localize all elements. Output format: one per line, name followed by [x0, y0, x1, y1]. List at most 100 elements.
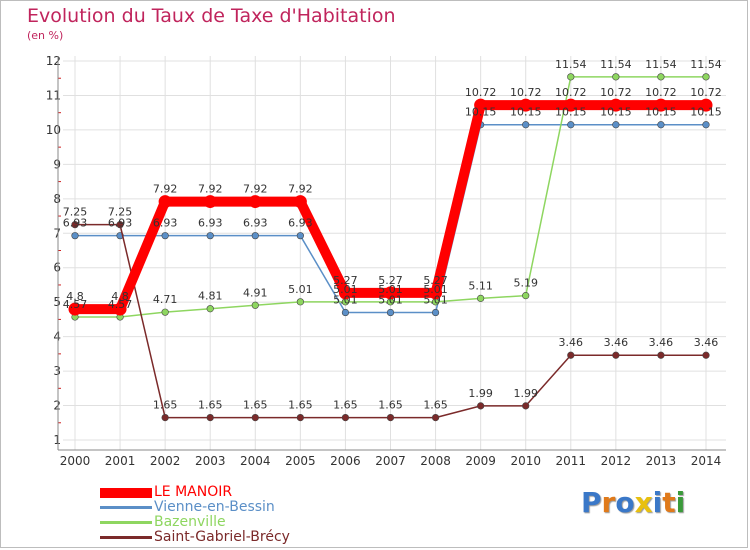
data-label-le-manoir: 10.72: [555, 86, 587, 99]
y-tick-label: 2: [53, 399, 61, 413]
legend-item-le-manoir: LE MANOIR: [100, 484, 360, 500]
legend-item-vienne-en-bessin: Vienne-en-Bessin: [100, 499, 360, 515]
data-point-vienne-en-bessin: [251, 232, 259, 240]
data-point-vienne-en-bessin: [657, 121, 665, 129]
data-label-bazenville: 11.54: [600, 58, 632, 71]
y-tick-label: 3: [53, 364, 61, 378]
y-tick-label: 5: [53, 295, 61, 309]
x-tick-label: 2003: [195, 454, 226, 468]
x-tick-label: 2006: [330, 454, 361, 468]
data-point-saint-gabriel-brecy: [522, 402, 530, 410]
logo-letter: x: [634, 486, 653, 519]
data-point-saint-gabriel-brecy: [702, 351, 710, 359]
data-label-saint-gabriel-brecy: 1.65: [423, 399, 448, 412]
data-label-vienne-en-bessin: 10.15: [510, 106, 542, 119]
x-tick-label: 2000: [60, 454, 91, 468]
logo-letter: r: [601, 486, 616, 519]
data-label-bazenville: 4.57: [63, 298, 88, 311]
data-point-le-manoir: [519, 98, 533, 112]
data-labels: 4.8 4.8 7.92 7.92 7.92 7.92 5.27 5.27 5.27 10.72 1…: [63, 58, 722, 412]
y-tick-label: 4: [53, 330, 61, 344]
legend-label: Bazenville: [154, 514, 226, 530]
x-tick-label: 2005: [285, 454, 316, 468]
y-tick-label: 8: [53, 192, 61, 206]
data-label-saint-gabriel-brecy: 3.46: [694, 336, 719, 349]
data-label-vienne-en-bessin: 6.93: [153, 217, 178, 230]
data-label-saint-gabriel-brecy: 7.25: [63, 206, 88, 219]
data-point-saint-gabriel-brecy: [296, 414, 304, 422]
data-label-vienne-en-bessin: 5.01: [423, 294, 448, 307]
data-label-saint-gabriel-brecy: 1.99: [468, 387, 493, 400]
data-label-vienne-en-bessin: 6.93: [108, 217, 133, 230]
data-label-saint-gabriel-brecy: 3.46: [649, 336, 674, 349]
legend-label: Saint-Gabriel-Brécy: [154, 529, 290, 545]
data-point-vienne-en-bessin: [386, 308, 395, 317]
proxiti-logo: Proxiti: [581, 486, 685, 519]
data-point-bazenville: [477, 294, 485, 302]
data-point-vienne-en-bessin: [341, 308, 350, 317]
data-label-bazenville: 4.81: [198, 290, 223, 303]
data-label-saint-gabriel-brecy: 3.46: [559, 336, 584, 349]
data-point-le-manoir: [699, 98, 713, 112]
data-point-le-manoir: [654, 98, 668, 112]
data-point-le-manoir: [609, 98, 623, 112]
legend-label: LE MANOIR: [154, 484, 233, 500]
data-point-saint-gabriel-brecy: [341, 414, 350, 422]
data-point-bazenville: [161, 308, 169, 316]
data-point-le-manoir: [429, 286, 443, 300]
data-point-bazenville: [612, 73, 620, 81]
data-point-vienne-en-bessin: [71, 232, 79, 240]
data-label-saint-gabriel-brecy: 1.65: [198, 399, 223, 412]
x-tick-label: 2009: [465, 454, 496, 468]
data-label-le-manoir: 10.72: [645, 86, 677, 99]
y-tick-label: 1: [53, 433, 61, 447]
data-point-saint-gabriel-brecy: [477, 402, 485, 410]
data-label-le-manoir: 10.72: [510, 86, 542, 99]
data-label-le-manoir: 7.92: [288, 183, 313, 196]
data-point-saint-gabriel-brecy: [657, 351, 665, 359]
data-label-bazenville: 5.01: [423, 283, 448, 296]
data-label-saint-gabriel-brecy: 3.46: [604, 336, 629, 349]
data-label-vienne-en-bessin: 6.93: [243, 217, 268, 230]
x-tick-label: 2012: [601, 454, 632, 468]
legend-swatch: [100, 506, 152, 509]
data-label-saint-gabriel-brecy: 7.25: [108, 206, 133, 219]
data-point-bazenville: [702, 73, 710, 81]
y-tick-label: 10: [46, 123, 61, 137]
logo-letter: i: [675, 486, 686, 519]
data-label-vienne-en-bessin: 10.15: [600, 106, 632, 119]
data-point-saint-gabriel-brecy: [431, 414, 440, 422]
data-point-vienne-en-bessin: [296, 232, 304, 240]
data-point-saint-gabriel-brecy: [116, 221, 124, 229]
legend-label: Vienne-en-Bessin: [154, 499, 275, 515]
data-label-vienne-en-bessin: 10.15: [555, 106, 587, 119]
data-label-bazenville: 4.71: [153, 293, 178, 306]
data-point-bazenville: [522, 292, 530, 300]
x-tick-label: 2014: [691, 454, 722, 468]
data-point-vienne-en-bessin: [431, 308, 440, 317]
data-label-bazenville: 11.54: [645, 58, 677, 71]
y-tick-label: 12: [46, 54, 61, 68]
data-label-le-manoir: 10.72: [690, 86, 722, 99]
data-label-le-manoir: 7.92: [198, 183, 223, 196]
data-point-bazenville: [567, 73, 575, 81]
chart-subtitle: (en %): [27, 29, 64, 42]
data-label-vienne-en-bessin: 10.15: [465, 106, 497, 119]
data-label-le-manoir: 4.8: [66, 290, 84, 303]
data-point-bazenville: [657, 73, 665, 81]
data-point-vienne-en-bessin: [702, 121, 710, 129]
data-label-bazenville: 5.19: [513, 277, 538, 290]
x-tick-label: 2007: [375, 454, 406, 468]
x-tick-label: 2011: [556, 454, 587, 468]
data-label-le-manoir: 5.27: [333, 274, 358, 287]
data-point-saint-gabriel-brecy: [161, 414, 169, 422]
logo-letter: i: [652, 486, 663, 519]
data-point-vienne-en-bessin: [612, 121, 620, 129]
data-label-le-manoir: 10.72: [465, 86, 497, 99]
data-label-vienne-en-bessin: 6.93: [198, 217, 223, 230]
data-label-bazenville: 4.57: [108, 298, 133, 311]
data-point-le-manoir: [474, 98, 488, 112]
y-tick-label: 9: [53, 157, 61, 171]
